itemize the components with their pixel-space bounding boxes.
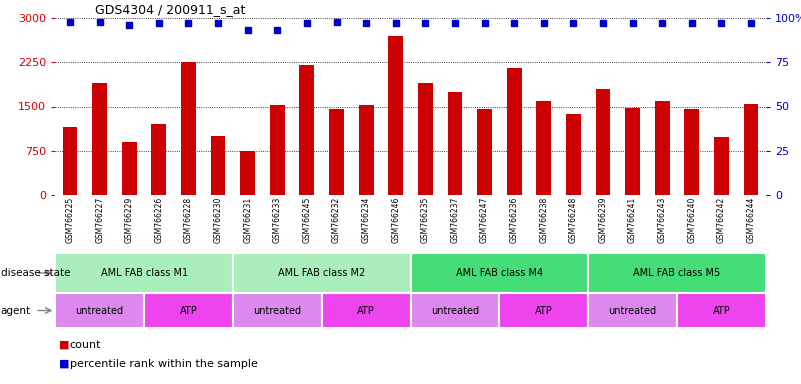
Bar	[477, 109, 492, 195]
Text: GSM766247: GSM766247	[480, 197, 489, 243]
Text: ATP: ATP	[179, 306, 197, 316]
Bar	[55, 293, 144, 328]
Text: AML FAB class M5: AML FAB class M5	[634, 268, 721, 278]
Bar	[418, 83, 433, 195]
Bar	[300, 65, 314, 195]
Text: GSM766227: GSM766227	[95, 197, 104, 243]
Text: GSM766244: GSM766244	[747, 197, 755, 243]
Bar	[211, 136, 226, 195]
Bar	[588, 253, 766, 293]
Bar	[359, 105, 373, 195]
Bar	[448, 92, 462, 195]
Text: agent: agent	[1, 306, 31, 316]
Bar	[62, 127, 78, 195]
Text: ATP: ATP	[712, 306, 731, 316]
Bar	[588, 293, 677, 328]
Text: ATP: ATP	[357, 306, 375, 316]
Text: ATP: ATP	[535, 306, 553, 316]
Text: ■: ■	[59, 339, 70, 349]
Text: GSM766241: GSM766241	[628, 197, 637, 243]
Text: GSM766236: GSM766236	[509, 197, 518, 243]
Text: GDS4304 / 200911_s_at: GDS4304 / 200911_s_at	[95, 3, 246, 16]
Text: GSM766238: GSM766238	[539, 197, 548, 243]
Bar	[410, 293, 499, 328]
Text: GSM766239: GSM766239	[598, 197, 607, 243]
Text: GSM766237: GSM766237	[450, 197, 460, 243]
Text: GSM766225: GSM766225	[66, 197, 74, 243]
Text: untreated: untreated	[75, 306, 123, 316]
Text: GSM766235: GSM766235	[421, 197, 430, 243]
Bar	[537, 101, 551, 195]
Text: GSM766240: GSM766240	[687, 197, 696, 243]
Text: GSM766232: GSM766232	[332, 197, 341, 243]
Text: disease state: disease state	[1, 268, 70, 278]
Text: ■: ■	[59, 359, 70, 369]
Bar	[181, 62, 196, 195]
Text: untreated: untreated	[253, 306, 301, 316]
Bar	[92, 83, 107, 195]
Bar	[151, 124, 167, 195]
Text: GSM766245: GSM766245	[303, 197, 312, 243]
Text: GSM766242: GSM766242	[717, 197, 726, 243]
Bar	[684, 109, 699, 195]
Bar	[322, 293, 410, 328]
Text: GSM766243: GSM766243	[658, 197, 666, 243]
Bar	[329, 109, 344, 195]
Text: GSM766228: GSM766228	[184, 197, 193, 243]
Text: GSM766230: GSM766230	[214, 197, 223, 243]
Text: GSM766233: GSM766233	[273, 197, 282, 243]
Bar	[595, 89, 610, 195]
Bar	[654, 101, 670, 195]
Bar	[410, 253, 588, 293]
Bar	[233, 253, 410, 293]
Bar	[122, 142, 137, 195]
Bar	[270, 105, 284, 195]
Text: GSM766226: GSM766226	[155, 197, 163, 243]
Text: untreated: untreated	[431, 306, 479, 316]
Bar	[507, 68, 521, 195]
Bar	[743, 104, 759, 195]
Text: untreated: untreated	[609, 306, 657, 316]
Bar	[499, 293, 588, 328]
Bar	[677, 293, 766, 328]
Bar	[240, 151, 255, 195]
Text: GSM766246: GSM766246	[391, 197, 400, 243]
Bar	[388, 36, 403, 195]
Bar	[233, 293, 322, 328]
Bar	[55, 253, 233, 293]
Bar	[566, 114, 581, 195]
Text: AML FAB class M4: AML FAB class M4	[456, 268, 543, 278]
Text: percentile rank within the sample: percentile rank within the sample	[70, 359, 258, 369]
Text: AML FAB class M2: AML FAB class M2	[278, 268, 365, 278]
Text: GSM766229: GSM766229	[125, 197, 134, 243]
Text: GSM766248: GSM766248	[569, 197, 578, 243]
Bar	[714, 137, 729, 195]
Text: count: count	[70, 339, 101, 349]
Text: GSM766234: GSM766234	[361, 197, 371, 243]
Text: AML FAB class M1: AML FAB class M1	[100, 268, 187, 278]
Bar	[144, 293, 233, 328]
Text: GSM766231: GSM766231	[244, 197, 252, 243]
Bar	[625, 108, 640, 195]
